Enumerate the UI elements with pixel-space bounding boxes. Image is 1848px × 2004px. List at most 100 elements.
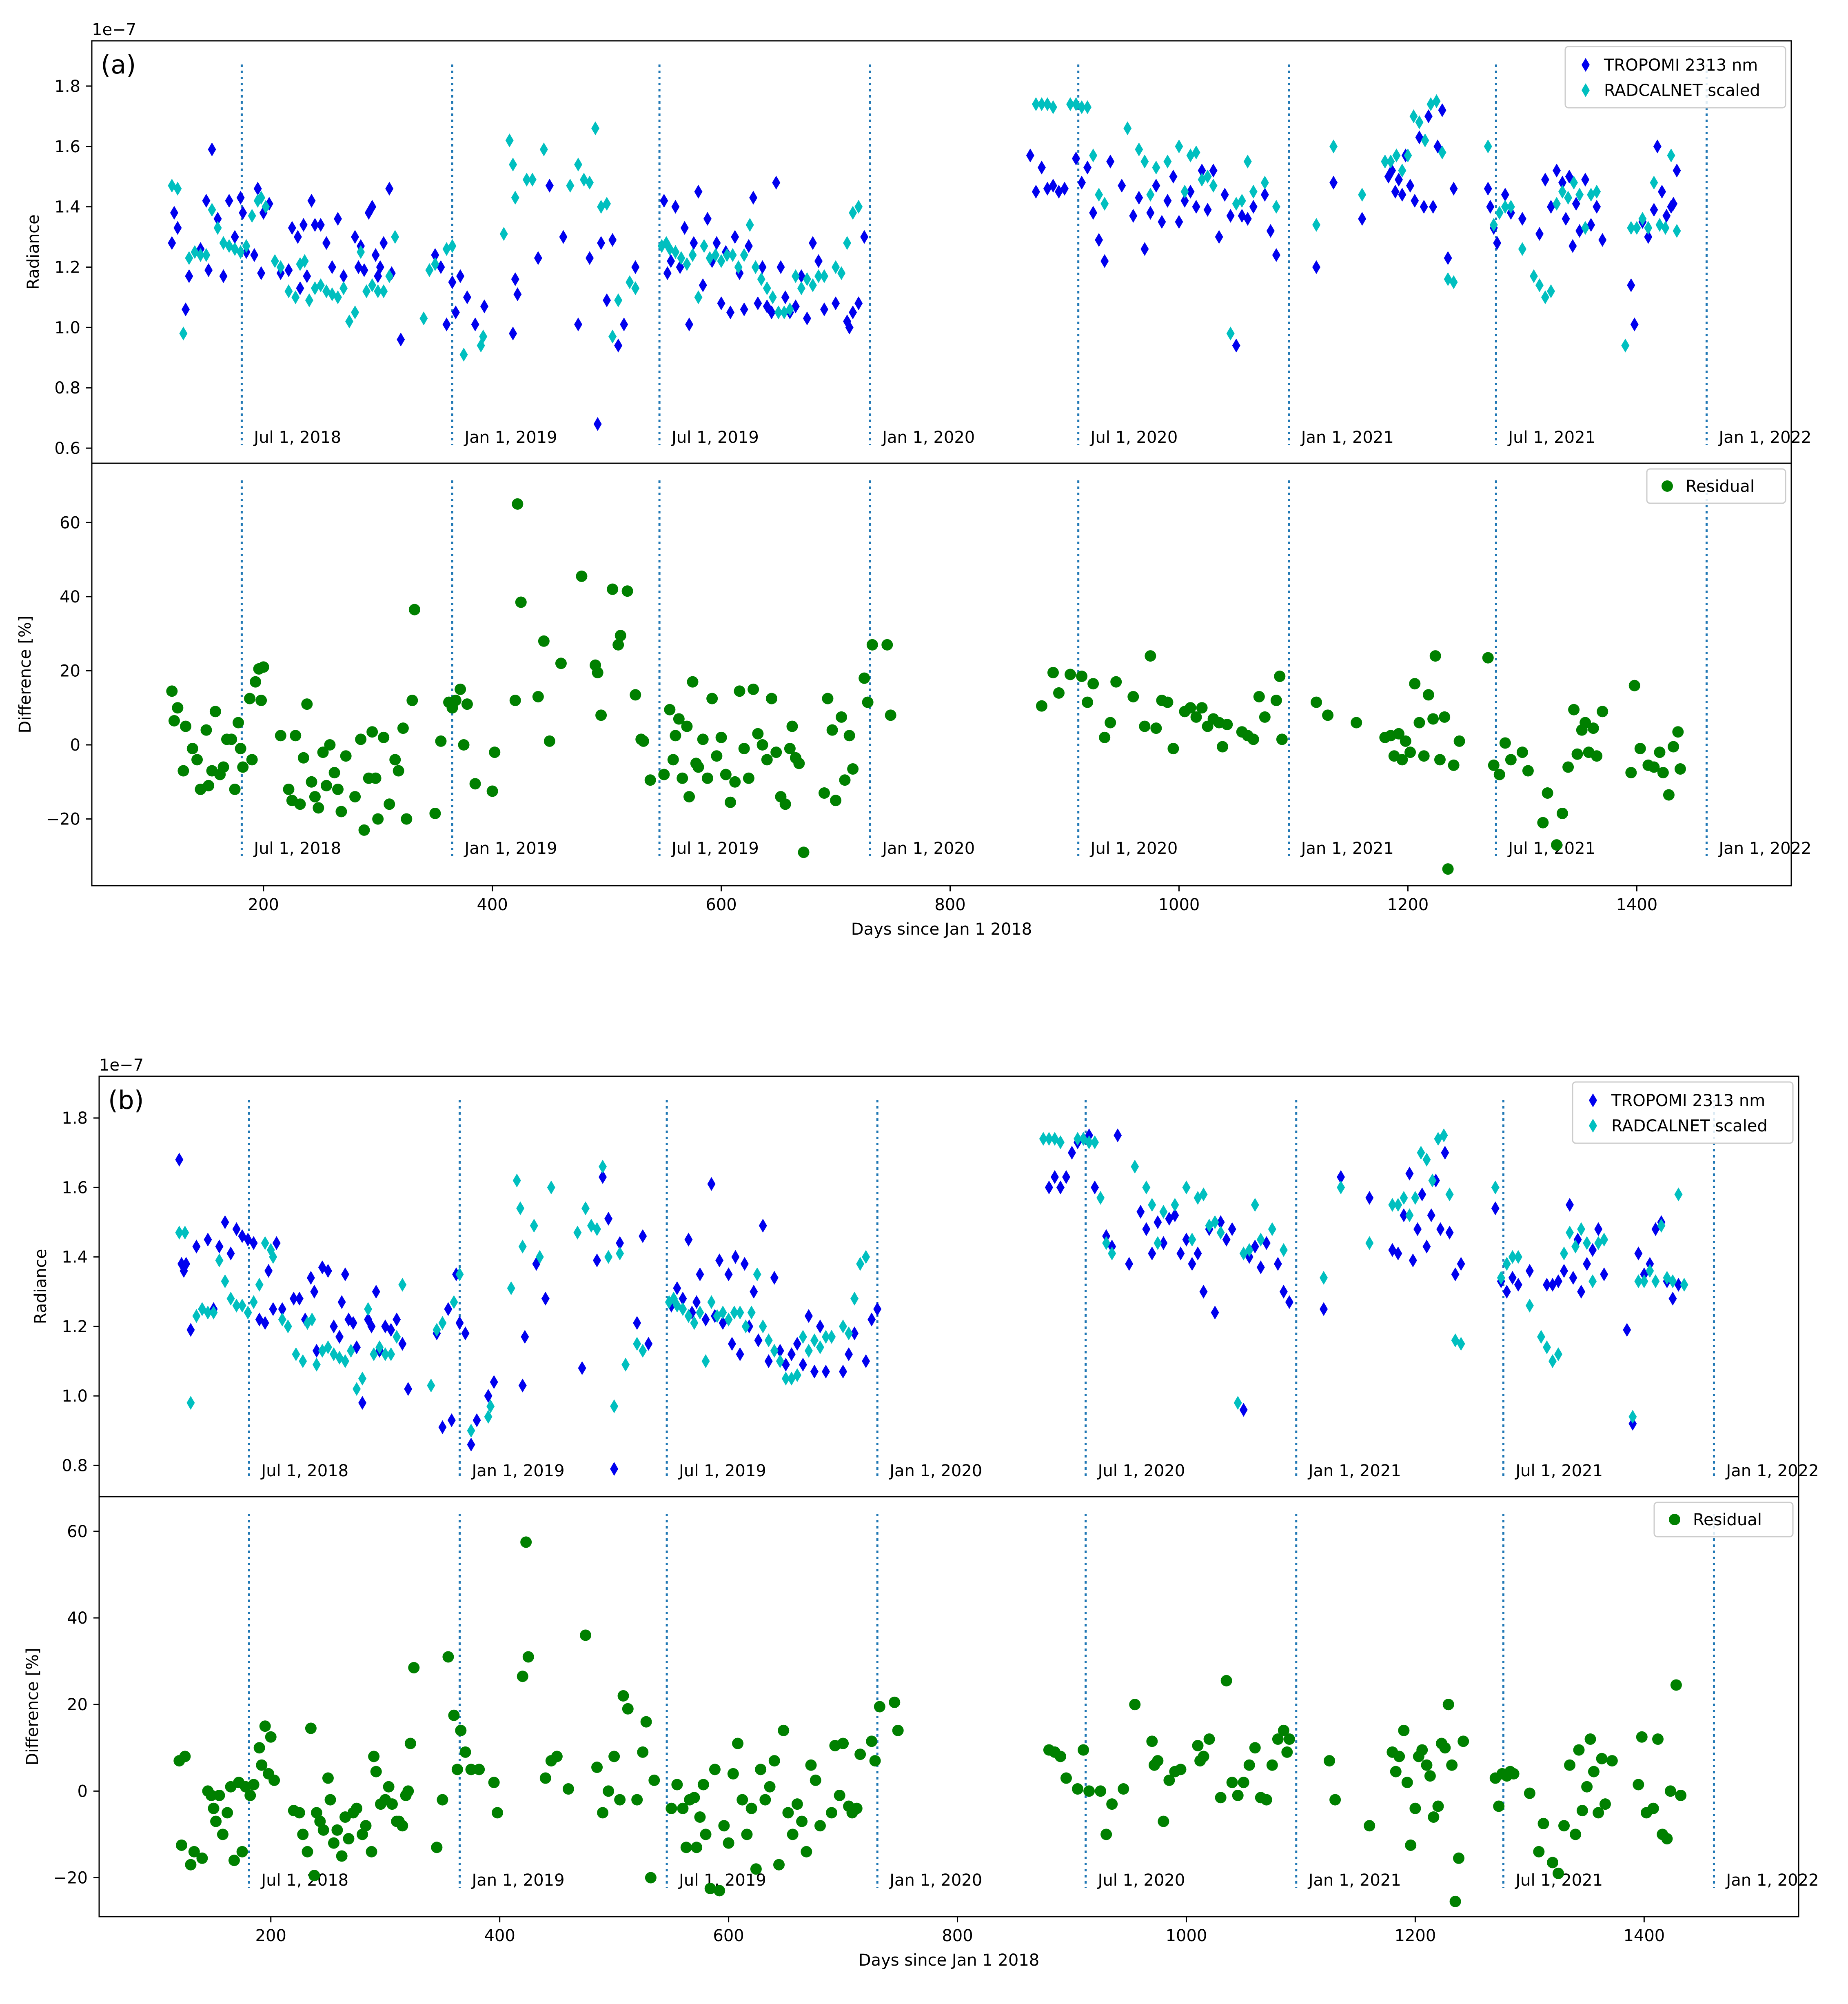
data-point-residual (787, 1828, 799, 1840)
data-point-tropomi (1188, 1257, 1196, 1271)
data-point-radcalnet (1627, 221, 1635, 235)
data-point-radcalnet (509, 158, 517, 172)
data-point-residual (366, 1846, 377, 1857)
data-point-residual (667, 754, 679, 766)
data-point-residual (248, 1779, 260, 1791)
data-point-radcalnet (1409, 109, 1418, 123)
data-point-residual (1095, 1785, 1107, 1797)
data-point-tropomi (1272, 248, 1280, 262)
data-point-residual (768, 1755, 780, 1767)
data-point-residual (1364, 1820, 1375, 1832)
data-point-residual (1047, 667, 1059, 678)
data-point-tropomi (808, 236, 817, 250)
data-point-tropomi (754, 296, 762, 311)
data-point-radcalnet (1457, 1337, 1465, 1351)
date-marker-label: Jan 1, 2019 (470, 1871, 564, 1890)
data-point-tropomi (845, 320, 854, 335)
data-point-tropomi (269, 1302, 277, 1316)
data-point-tropomi (1514, 1277, 1522, 1292)
data-point-residual (451, 1764, 463, 1775)
data-point-tropomi (671, 200, 680, 214)
data-point-tropomi (781, 290, 790, 304)
data-point-residual (851, 1802, 863, 1814)
data-point-radcalnet (791, 269, 800, 283)
data-point-tropomi (1198, 163, 1206, 178)
data-point-radcalnet (821, 1330, 830, 1344)
data-point-radcalnet (1163, 154, 1172, 169)
data-point-radcalnet (839, 1319, 847, 1333)
data-point-residual (595, 709, 607, 721)
data-point-radcalnet (208, 203, 216, 217)
data-point-residual (185, 1859, 197, 1871)
data-point-tropomi (1273, 1257, 1282, 1271)
data-point-tropomi (467, 1437, 475, 1452)
data-point-tropomi (731, 230, 739, 244)
data-point-tropomi (750, 1284, 758, 1299)
data-point-radcalnet (1541, 290, 1549, 304)
data-point-residual (186, 743, 198, 755)
data-point-residual (1259, 711, 1271, 723)
data-point-radcalnet (586, 176, 594, 190)
data-point-radcalnet (759, 1319, 767, 1333)
data-point-residual (237, 761, 249, 773)
date-marker-label: Jan 1, 2022 (1725, 1462, 1819, 1480)
data-point-radcalnet (1577, 1222, 1586, 1236)
data-point-residual (1190, 711, 1202, 723)
data-point-residual (720, 769, 732, 780)
data-point-tropomi (821, 1364, 830, 1379)
data-point-radcalnet (1171, 1198, 1179, 1212)
data-point-radcalnet (694, 290, 703, 304)
data-point-radcalnet (185, 251, 193, 265)
data-point-residual (366, 726, 378, 738)
data-point-radcalnet (262, 200, 270, 214)
data-point-residual (311, 1807, 322, 1819)
data-point-residual (306, 776, 317, 788)
data-point-tropomi (599, 1170, 607, 1184)
data-point-tropomi (351, 230, 359, 244)
data-point-residual (320, 780, 332, 791)
data-point-radcalnet (574, 158, 583, 172)
data-point-residual (257, 661, 269, 673)
data-point-tropomi (208, 142, 216, 157)
data-point-radcalnet (1501, 200, 1509, 214)
data-point-tropomi (182, 1257, 191, 1271)
x-tick-label: 800 (934, 895, 965, 914)
data-point-radcalnet (1175, 139, 1183, 153)
data-point-residual (177, 765, 189, 777)
data-point-tropomi (593, 417, 602, 431)
data-point-tropomi (1256, 1260, 1265, 1275)
data-point-radcalnet (1392, 148, 1401, 162)
data-point-radcalnet (593, 1222, 601, 1236)
data-point-radcalnet (1154, 1236, 1162, 1250)
data-point-residual (166, 685, 178, 697)
data-point-residual (1396, 754, 1408, 766)
data-point-residual (517, 1671, 528, 1682)
data-point-residual (168, 715, 180, 727)
data-point-radcalnet (1650, 176, 1658, 190)
data-point-residual (1672, 726, 1684, 738)
data-point-radcalnet (299, 1354, 307, 1369)
data-point-residual (889, 1696, 901, 1708)
data-point-tropomi (541, 1291, 550, 1306)
data-point-tropomi (712, 236, 721, 250)
data-point-radcalnet (1489, 218, 1498, 232)
data-point-tropomi (442, 317, 451, 331)
date-marker-label: Jan 1, 2022 (1717, 839, 1811, 858)
date-marker-label: Jul 1, 2018 (260, 1462, 348, 1480)
data-point-residual (732, 1737, 744, 1749)
data-point-tropomi (431, 248, 439, 262)
data-point-tropomi (1083, 160, 1092, 175)
date-marker-label: Jan 1, 2020 (881, 839, 975, 858)
data-point-residual (691, 1842, 703, 1853)
data-point-tropomi (1558, 176, 1567, 190)
data-point-radcalnet (1548, 1354, 1557, 1369)
data-point-residual (1253, 691, 1265, 702)
data-point-residual (322, 1772, 334, 1784)
data-point-radcalnet (1558, 184, 1567, 199)
data-point-residual (313, 802, 324, 814)
data-point-tropomi (810, 1364, 819, 1379)
data-point-residual (1634, 743, 1646, 755)
data-point-residual (397, 1820, 408, 1832)
data-point-radcalnet (202, 248, 211, 262)
data-point-residual (1591, 750, 1603, 762)
